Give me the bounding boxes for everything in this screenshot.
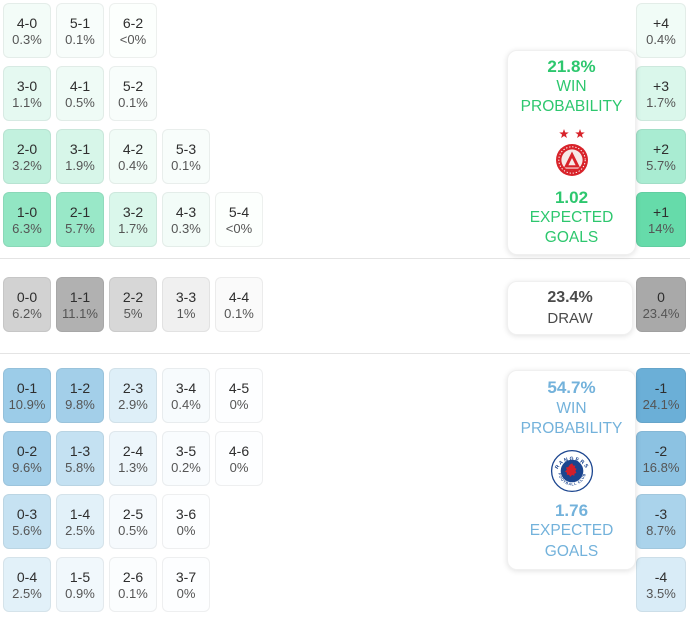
draw-probability-value: 23.4% [547, 288, 593, 306]
score-cell: 2-5 0.5% [109, 494, 157, 549]
score-cell: 4-2 0.4% [109, 129, 157, 184]
score-cell: 0-1 10.9% [3, 368, 51, 423]
score-cell: 5-2 0.1% [109, 66, 157, 121]
away-score-row: 0-2 9.6% 1-3 5.8% 2-4 1.3% 3-5 0.2% 4-6 0% [3, 431, 263, 486]
score-cell: 0-4 2.5% [3, 557, 51, 612]
section-divider [0, 353, 690, 354]
score-cell: 3-1 1.9% [56, 129, 104, 184]
score-cell: 0-2 9.6% [3, 431, 51, 486]
home-score-row: 4-0 0.3% 5-1 0.1% 6-2 <0% [3, 3, 157, 58]
score-cell: 5-4 <0% [215, 192, 263, 247]
goal-margin-cell: -2 16.8% [636, 431, 686, 486]
score-cell: 2-1 5.7% [56, 192, 104, 247]
score-cell: 3-0 1.1% [3, 66, 51, 121]
goal-margin-cell: -3 8.7% [636, 494, 686, 549]
score-cell: 2-6 0.1% [109, 557, 157, 612]
draw-label: DRAW [547, 309, 593, 327]
score-cell: 4-3 0.3% [162, 192, 210, 247]
score-cell: 4-5 0% [215, 368, 263, 423]
draw-score-row: 0-0 6.2% 1-1 11.1% 2-2 5% 3-3 1% 4-4 0.1% [3, 277, 263, 332]
home-win-probability-label: WIN PROBABILITY [520, 78, 623, 116]
score-cell: 3-3 1% [162, 277, 210, 332]
home-win-probability-value: 21.8% [547, 56, 596, 76]
score-cell: 1-5 0.9% [56, 557, 104, 612]
goal-margin-cell: +4 0.4% [636, 3, 686, 58]
away-win-probability-label: WIN PROBABILITY [520, 399, 623, 437]
home-expected-goals-value: 1.02 [554, 187, 589, 207]
home-win-panel: 21.8% WIN PROBABILITY 1.02 EXPECTED GOAL… [507, 50, 636, 255]
score-cell: 1-0 6.3% [3, 192, 51, 247]
goal-margin-cell: +2 5.7% [636, 129, 686, 184]
score-cell: 1-1 11.1% [56, 277, 104, 332]
score-cell: 3-2 1.7% [109, 192, 157, 247]
aberdeen-crest-icon [549, 128, 595, 180]
home-score-row: 2-0 3.2% 3-1 1.9% 4-2 0.4% 5-3 0.1% [3, 129, 210, 184]
score-cell: 3-7 0% [162, 557, 210, 612]
goal-margin-cell: -1 24.1% [636, 368, 686, 423]
score-cell: 3-5 0.2% [162, 431, 210, 486]
score-cell: 6-2 <0% [109, 3, 157, 58]
score-cell: 0-0 6.2% [3, 277, 51, 332]
score-cell: 4-6 0% [215, 431, 263, 486]
score-cell: 4-0 0.3% [3, 3, 51, 58]
away-score-row: 0-3 5.6% 1-4 2.5% 2-5 0.5% 3-6 0% [3, 494, 210, 549]
draw-panel: 23.4% DRAW [507, 281, 633, 335]
score-cell: 3-4 0.4% [162, 368, 210, 423]
away-expected-goals-label: EXPECTED GOALS [529, 522, 614, 560]
away-expected-goals-value: 1.76 [554, 501, 589, 520]
goal-margin-cell: 0 23.4% [636, 277, 686, 332]
score-cell: 1-3 5.8% [56, 431, 104, 486]
away-score-row: 0-1 10.9% 1-2 9.8% 2-3 2.9% 3-4 0.4% 4-5 0% [3, 368, 263, 423]
home-score-row: 1-0 6.3% 2-1 5.7% 3-2 1.7% 4-3 0.3% 5-4 <0% [3, 192, 263, 247]
score-cell: 2-0 3.2% [3, 129, 51, 184]
score-cell: 2-3 2.9% [109, 368, 157, 423]
away-win-probability-value: 54.7% [547, 378, 596, 398]
score-cell: 1-4 2.5% [56, 494, 104, 549]
score-cell: 3-6 0% [162, 494, 210, 549]
away-score-row: 0-4 2.5% 1-5 0.9% 2-6 0.1% 3-7 0% [3, 557, 210, 612]
home-expected-goals-label: EXPECTED GOALS [529, 208, 614, 247]
section-divider [0, 258, 690, 259]
score-cell: 4-1 0.5% [56, 66, 104, 121]
away-win-panel: 54.7% WIN PROBABILITY RANGERS FOOTBALL C… [507, 370, 636, 570]
score-cell: 5-1 0.1% [56, 3, 104, 58]
score-cell: 5-3 0.1% [162, 129, 210, 184]
goal-margin-cell: -4 3.5% [636, 557, 686, 612]
home-score-row: 3-0 1.1% 4-1 0.5% 5-2 0.1% [3, 66, 157, 121]
score-cell: 2-2 5% [109, 277, 157, 332]
goal-margin-cell: +3 1.7% [636, 66, 686, 121]
score-cell: 1-2 9.8% [56, 368, 104, 423]
score-cell: 2-4 1.3% [109, 431, 157, 486]
score-cell: 4-4 0.1% [215, 277, 263, 332]
rangers-crest-icon: RANGERS FOOTBALL CLUB [550, 449, 594, 493]
score-cell: 0-3 5.6% [3, 494, 51, 549]
goal-margin-cell: +1 14% [636, 192, 686, 247]
